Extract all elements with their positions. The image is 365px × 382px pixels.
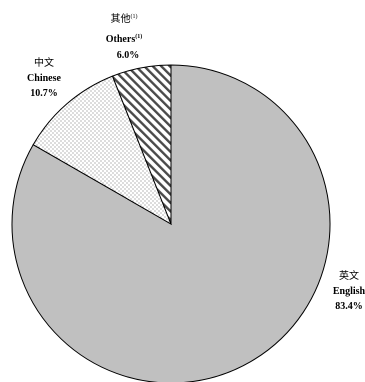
pie-slices — [11, 64, 331, 382]
others-en-label: Others(1) — [106, 33, 142, 45]
others-zh-label: 其他(1) — [111, 12, 138, 25]
pie-slice-english — [11, 64, 331, 382]
slice-label-chinese: 中文 Chinese 10.7% — [27, 56, 61, 99]
slice-label-others: 其他(1) Others(1) 6.0% — [106, 12, 142, 61]
chinese-zh-label: 中文 — [34, 56, 54, 69]
others-value-label: 6.0% — [117, 50, 140, 61]
slice-label-english: 英文 English 83.4% — [333, 269, 365, 312]
pie-slice-others — [111, 64, 172, 225]
english-value-label: 83.4% — [335, 301, 363, 312]
english-zh-label: 英文 — [339, 269, 359, 282]
english-en-label: English — [333, 286, 365, 297]
pie-slice-chinese — [32, 75, 172, 226]
chinese-en-label: Chinese — [27, 73, 61, 84]
chinese-value-label: 10.7% — [30, 88, 58, 99]
